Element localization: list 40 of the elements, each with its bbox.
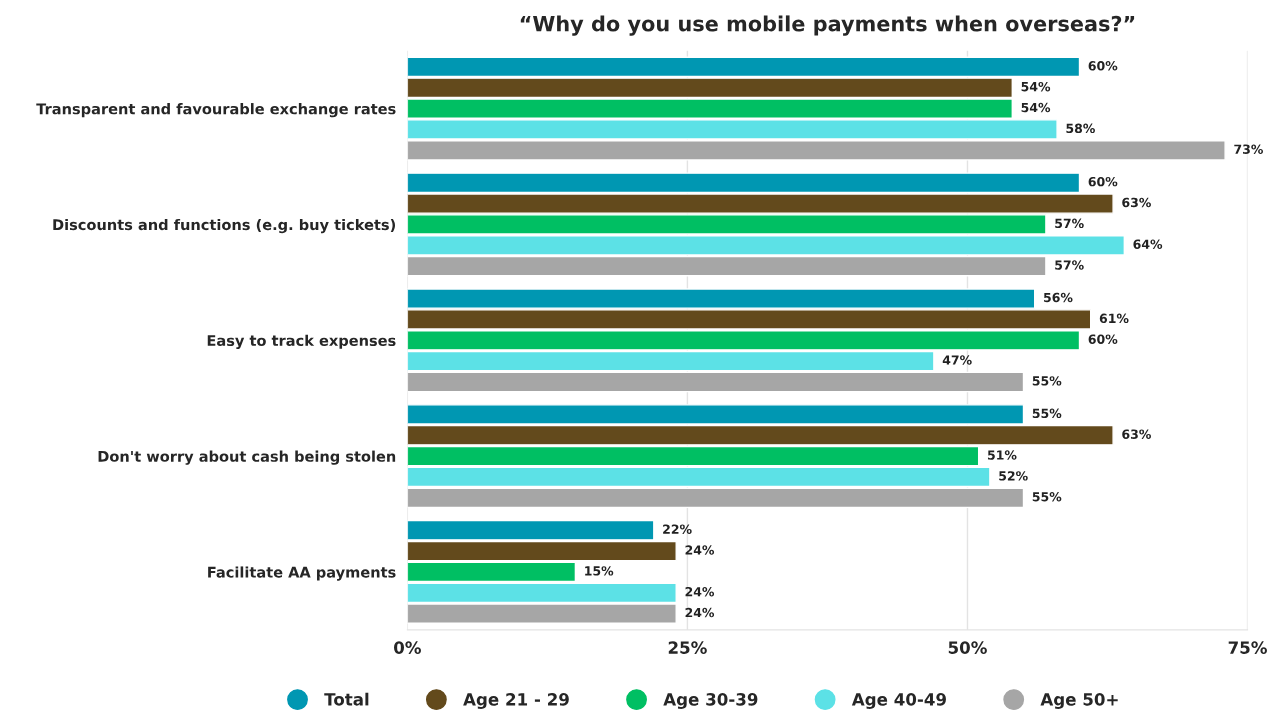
- data-label: 60%: [1088, 176, 1118, 187]
- data-label: 55%: [1032, 491, 1062, 502]
- data-label: 63%: [1122, 197, 1151, 208]
- data-label: 58%: [1066, 123, 1095, 134]
- data-label: 73%: [1234, 144, 1263, 154]
- data-label: 15%: [585, 566, 614, 576]
- legend-label: Age 40-49: [851, 693, 946, 709]
- data-label: 24%: [685, 545, 715, 555]
- x-tick-label: 25%: [668, 641, 707, 654]
- data-label: 55%: [1032, 408, 1062, 419]
- data-label: 57%: [1055, 260, 1084, 270]
- x-tick-label: 50%: [948, 641, 987, 654]
- data-label: 60%: [1088, 334, 1118, 344]
- data-label: 52%: [999, 471, 1028, 481]
- data-label: 55%: [1032, 376, 1062, 386]
- legend-label: Total: [324, 692, 369, 706]
- data-label: 51%: [987, 450, 1017, 460]
- y-tick-label: Facilitate AA payments: [208, 566, 396, 581]
- x-tick-label: 75%: [1228, 641, 1267, 654]
- data-label: 47%: [942, 355, 972, 365]
- data-label: 24%: [685, 607, 715, 618]
- data-label: 57%: [1055, 218, 1084, 229]
- y-tick-label: Easy to track expenses: [207, 334, 396, 349]
- data-label: 22%: [663, 524, 692, 534]
- data-label: 64%: [1133, 239, 1163, 249]
- legend-label: Age 21 - 29: [463, 693, 569, 709]
- chart-title: “Why do you use mobile payments when overseas?”: [520, 15, 1135, 36]
- legend-label: Age 50+: [1040, 693, 1118, 709]
- y-tick-label: Transparent and favourable exchange rates: [36, 103, 396, 118]
- legend-label: Age 30-39: [663, 693, 758, 709]
- y-tick-label: Discounts and functions (e.g. buy tickets): [53, 218, 395, 234]
- data-label: 54%: [1021, 102, 1051, 113]
- data-label: 54%: [1021, 81, 1051, 92]
- data-label: 24%: [685, 586, 715, 597]
- y-tick-label: Don't worry about cash being stolen: [98, 450, 396, 465]
- x-tick-label: 0%: [394, 641, 421, 654]
- data-label: 63%: [1122, 429, 1151, 439]
- data-label: 61%: [1099, 313, 1129, 324]
- data-label: 60%: [1088, 61, 1118, 71]
- data-label: 56%: [1043, 292, 1073, 303]
